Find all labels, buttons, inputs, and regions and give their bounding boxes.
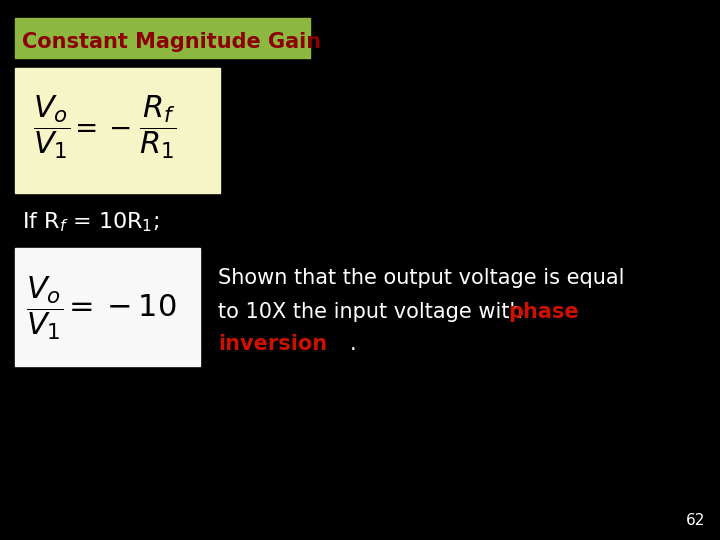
Text: 62: 62 bbox=[685, 513, 705, 528]
Text: $\dfrac{V_o}{V_1}$: $\dfrac{V_o}{V_1}$ bbox=[27, 274, 63, 342]
FancyBboxPatch shape bbox=[15, 68, 220, 193]
Text: $= -$: $= -$ bbox=[69, 113, 131, 141]
Text: inversion: inversion bbox=[218, 334, 327, 354]
Text: $\dfrac{V_o}{V_1}$: $\dfrac{V_o}{V_1}$ bbox=[33, 93, 71, 161]
Text: If R$_f$ = 10R$_1$;: If R$_f$ = 10R$_1$; bbox=[22, 210, 159, 234]
FancyBboxPatch shape bbox=[15, 248, 200, 366]
Text: Shown that the output voltage is equal: Shown that the output voltage is equal bbox=[218, 268, 624, 288]
Text: $\dfrac{R_f}{R_1}$: $\dfrac{R_f}{R_1}$ bbox=[139, 93, 177, 161]
Text: phase: phase bbox=[508, 302, 579, 322]
Text: $= -10$: $= -10$ bbox=[63, 294, 177, 322]
FancyBboxPatch shape bbox=[15, 18, 310, 58]
Text: Constant Magnitude Gain: Constant Magnitude Gain bbox=[22, 32, 321, 52]
Text: .: . bbox=[350, 334, 356, 354]
Text: to 10X the input voltage with: to 10X the input voltage with bbox=[218, 302, 529, 322]
